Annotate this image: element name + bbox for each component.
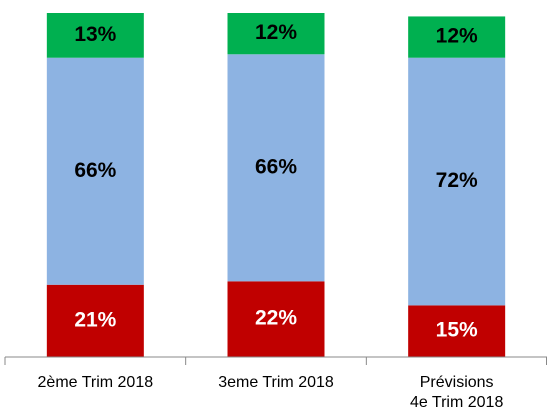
bar-segment [227,13,325,55]
value-label: 66% [74,159,116,182]
bar-segment [46,284,144,357]
x-tick-label: 2ème Trim 2018 [37,374,154,391]
bar-segment [408,57,506,306]
bar-segment [227,281,325,357]
x-tick-label: 3eme Trim 2018 [218,374,334,391]
value-label: 22% [255,307,297,330]
value-label: 13% [74,23,116,46]
value-label: 72% [436,169,478,192]
x-tick-label: Prévisions 4e Trim 2018 [409,374,504,411]
bar-segment [227,54,325,282]
bar-segment [46,13,144,58]
value-label: 21% [74,308,116,331]
value-label: 15% [436,319,478,342]
value-label: 12% [436,25,478,48]
bar-segment [408,305,506,357]
value-label: 66% [255,155,297,178]
value-label: 12% [255,21,297,44]
bar-segment [46,57,144,285]
bar-segment [408,16,506,58]
